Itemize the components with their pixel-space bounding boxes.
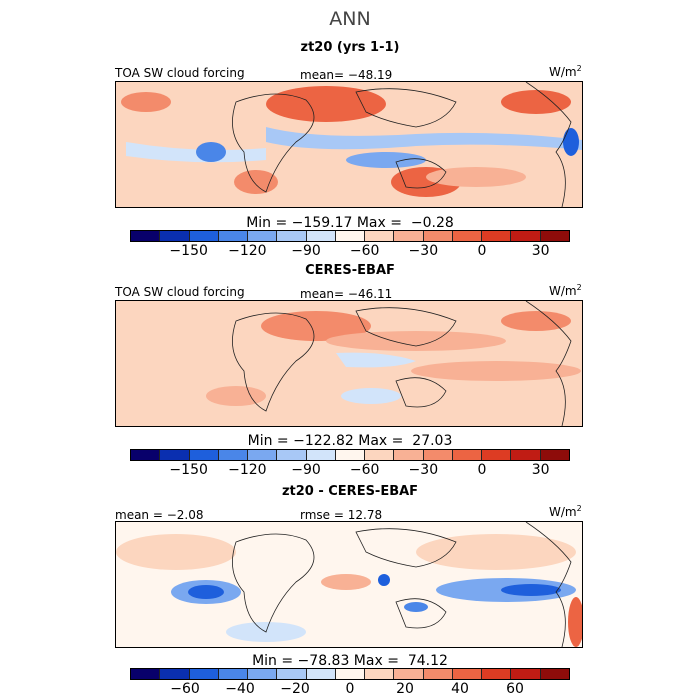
panel-1-colorbar-segment <box>452 231 483 241</box>
panel-1-colorbar-segment <box>335 231 366 241</box>
colorbar-tick-label: −120 <box>228 462 267 478</box>
panel-1-colorbar-segment <box>394 231 424 241</box>
panel-2-colorbar-ticks: −150 −120 −90 −60 −30 0 30 <box>130 462 570 478</box>
colorbar-tick-label: −30 <box>408 243 439 259</box>
panel-3-colorbar-segment <box>511 669 541 679</box>
panel-2-colorbar-segment <box>160 450 190 460</box>
panel-1-colorbar-segment <box>277 231 307 241</box>
panel-3-colorbar-segment <box>394 669 424 679</box>
colorbar-tick-label: 40 <box>451 681 469 697</box>
panel-1-colorbar-segment <box>540 231 569 241</box>
panel-2-colorbar-segment <box>423 450 453 460</box>
panel-2-colorbar-segment <box>189 450 219 460</box>
panel-3-rmse: rmse = 12.78 <box>300 508 383 522</box>
panel-3-colorbar-segment <box>218 669 249 679</box>
panel-3-colorbar-segment <box>306 669 336 679</box>
panel-3-colorbar-segment <box>160 669 190 679</box>
colorbar-tick-label: −150 <box>169 243 208 259</box>
colorbar-tick-label: 0 <box>477 462 487 478</box>
colorbar-tick-label: −120 <box>228 243 267 259</box>
panel-2-variable-label: TOA SW cloud forcing <box>115 285 245 299</box>
panel-3-colorbar-segment <box>277 669 307 679</box>
panel-3-colorbar-segment <box>452 669 483 679</box>
colorbar-tick-label: −60 <box>349 462 380 478</box>
panel-2-colorbar-segment <box>131 450 161 460</box>
panel-3-map <box>115 521 583 648</box>
colorbar-tick-label: 60 <box>506 681 524 697</box>
panel-2-map <box>115 300 583 427</box>
colorbar-tick-label: 30 <box>531 462 550 478</box>
panel-2-colorbar-segment <box>394 450 424 460</box>
panel-3-colorbar-segment <box>248 669 278 679</box>
panel-2-colorbar-segment <box>511 450 541 460</box>
panel-1-map <box>115 81 583 208</box>
panel-3-minmax: Min = −78.83 Max = 74.12 <box>252 653 448 669</box>
colorbar-tick-label: −20 <box>280 681 310 697</box>
panel-1-colorbar-segment <box>131 231 161 241</box>
panel-1-colorbar-segment <box>482 231 512 241</box>
panel-2-colorbar-segment <box>540 450 569 460</box>
panel-1-units: W/m2 <box>549 64 582 79</box>
panel-1-variable-label: TOA SW cloud forcing <box>115 66 245 80</box>
colorbar-tick-label: −60 <box>349 243 380 259</box>
colorbar-tick-label: −60 <box>170 681 200 697</box>
panel-2-title: CERES-EBAF <box>305 263 395 278</box>
panel-2-colorbar-segment <box>306 450 336 460</box>
panel-1-minmax: Min = −159.17 Max = −0.28 <box>246 215 454 231</box>
colorbar-tick-label: −90 <box>291 243 321 259</box>
colorbar-tick-label: −150 <box>169 462 208 478</box>
panel-1-colorbar <box>130 230 570 242</box>
panel-3-mean: mean = −2.08 <box>115 508 204 522</box>
panel-1-colorbar-segment <box>248 231 278 241</box>
panel-1-colorbar-segment <box>423 231 453 241</box>
panel-2-colorbar-segment <box>452 450 483 460</box>
colorbar-tick-label: 20 <box>396 681 414 697</box>
panel-2-minmax: Min = −122.82 Max = 27.03 <box>247 433 453 449</box>
panel-3-colorbar-segment <box>189 669 219 679</box>
colorbar-tick-label: −30 <box>408 462 439 478</box>
panel-2-colorbar-segment <box>277 450 307 460</box>
panel-2-units: W/m2 <box>549 283 582 298</box>
panel-1-colorbar-ticks: −150 −120 −90 −60 −30 0 30 <box>130 243 570 259</box>
colorbar-tick-label: 30 <box>531 243 550 259</box>
panel-3-colorbar-ticks: −60 −40 −20 0 20 40 60 <box>130 681 570 697</box>
panel-2-colorbar-segment <box>482 450 512 460</box>
panel-2-colorbar-segment <box>248 450 278 460</box>
figure-title: ANN <box>329 8 371 30</box>
panel-1-colorbar-segment <box>511 231 541 241</box>
colorbar-tick-label: −40 <box>225 681 255 697</box>
panel-1-colorbar-segment <box>160 231 190 241</box>
panel-1-title: zt20 (yrs 1-1) <box>300 40 400 55</box>
panel-3-colorbar-segment <box>540 669 569 679</box>
colorbar-tick-label: 0 <box>477 243 487 259</box>
panel-3-colorbar <box>130 668 570 680</box>
panel-3-colorbar-segment <box>482 669 512 679</box>
panel-1-mean: mean= −48.19 <box>300 68 393 82</box>
panel-3-colorbar-segment <box>423 669 453 679</box>
panel-3-colorbar-segment <box>335 669 366 679</box>
panel-3-colorbar-segment <box>365 669 395 679</box>
panel-3-title: zt20 - CERES-EBAF <box>281 484 419 499</box>
panel-2-colorbar-segment <box>365 450 395 460</box>
panel-1-colorbar-segment <box>306 231 336 241</box>
panel-1-colorbar-segment <box>218 231 249 241</box>
panel-1-colorbar-segment <box>365 231 395 241</box>
panel-2-mean: mean= −46.11 <box>300 287 393 301</box>
panel-2-colorbar <box>130 449 570 461</box>
panel-2-colorbar-segment <box>218 450 249 460</box>
panel-3-units: W/m2 <box>549 504 582 519</box>
panel-1-colorbar-segment <box>189 231 219 241</box>
colorbar-tick-label: −90 <box>291 462 321 478</box>
panel-2-colorbar-segment <box>335 450 366 460</box>
colorbar-tick-label: 0 <box>345 681 355 697</box>
panel-3-colorbar-segment <box>131 669 161 679</box>
